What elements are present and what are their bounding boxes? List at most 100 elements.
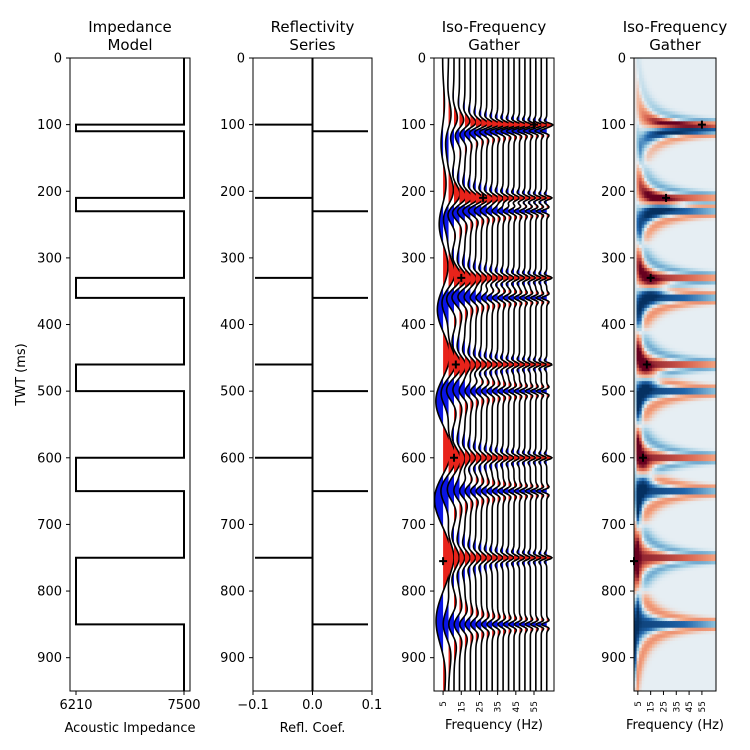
heatmap-cell: [662, 344, 666, 349]
heatmap-cell: [685, 621, 689, 625]
heatmap-cell: [690, 74, 694, 79]
heatmap-cell: [669, 531, 673, 535]
heatmap-cell: [644, 61, 648, 66]
heatmap-cell: [698, 267, 702, 272]
heatmap-cell: [646, 257, 650, 262]
heatmap-cell: [682, 271, 686, 276]
heatmap-cell: [680, 154, 684, 159]
heatmap-cell: [657, 104, 661, 109]
heatmap-cell: [659, 384, 663, 389]
heatmap-cell: [675, 267, 679, 272]
heatmap-cell: [669, 161, 673, 166]
heatmap-cell: [649, 501, 653, 505]
heatmap-cell: [685, 607, 689, 612]
heatmap-cell: [680, 217, 684, 222]
heatmap-cell: [651, 384, 655, 389]
heatmap-cell: [649, 504, 653, 509]
heatmap-cell: [680, 297, 684, 302]
heatmap-cell: [649, 67, 653, 72]
heatmap-cell: [657, 504, 661, 509]
heatmap-cell: [682, 184, 686, 189]
heatmap-cell: [664, 394, 668, 399]
heatmap-cell: [662, 521, 666, 525]
heatmap-cell: [662, 357, 666, 362]
heatmap-cell: [695, 107, 699, 112]
heatmap-cell: [644, 147, 648, 152]
heatmap-cell: [677, 477, 681, 482]
heatmap-cell: [659, 667, 663, 672]
heatmap-cell: [664, 58, 668, 62]
heatmap-cell: [669, 337, 673, 342]
heatmap-cell: [636, 604, 640, 609]
heatmap-cell: [664, 377, 668, 382]
heatmap-cell: [682, 584, 686, 589]
heatmap-cell: [634, 421, 638, 425]
heatmap-cell: [664, 277, 668, 282]
heatmap-cell: [654, 271, 658, 276]
heatmap-cell: [675, 617, 679, 622]
heatmap-cell: [687, 387, 691, 392]
peak-marker: [479, 193, 488, 202]
heatmap-cell: [646, 234, 650, 239]
heatmap-cell: [677, 547, 681, 552]
heatmap-cell: [698, 124, 702, 129]
heatmap-cell: [639, 464, 643, 469]
heatmap-cell: [649, 444, 653, 449]
heatmap-cell: [695, 411, 699, 415]
heatmap-cell: [649, 71, 653, 76]
heatmap-cell: [654, 321, 658, 326]
heatmap-cell: [667, 147, 671, 152]
heatmap-cell: [695, 591, 699, 595]
heatmap-cell: [641, 111, 645, 116]
heatmap-cell: [690, 504, 694, 509]
heatmap-cell: [639, 651, 643, 655]
heatmap-cell: [664, 404, 668, 409]
heatmap-cell: [644, 284, 648, 289]
heatmap-cell: [664, 604, 668, 609]
heatmap-cell: [672, 534, 676, 539]
heatmap-cell: [672, 121, 676, 126]
heatmap-cell: [657, 441, 661, 445]
heatmap-cell: [685, 217, 689, 222]
heatmap-cell: [672, 191, 676, 196]
heatmap-cell: [695, 644, 699, 649]
heatmap-cell: [641, 407, 645, 412]
heatmap-cell: [675, 94, 679, 99]
heatmap-cell: [672, 71, 676, 76]
heatmap-cell: [672, 384, 676, 389]
heatmap-cell: [654, 507, 658, 512]
heatmap-cell: [667, 447, 671, 452]
heatmap-cell: [685, 204, 689, 209]
heatmap-cell: [677, 521, 681, 525]
heatmap-cell: [685, 281, 689, 286]
heatmap-cell: [692, 214, 696, 219]
heatmap-cell: [636, 381, 640, 385]
heatmap-cell: [687, 111, 691, 116]
heatmap-cell: [659, 477, 663, 482]
heatmap-cell: [672, 407, 676, 412]
heatmap-cell: [654, 371, 658, 375]
heatmap-cell: [685, 344, 689, 349]
heatmap-cell: [639, 607, 643, 612]
heatmap-cell: [641, 581, 645, 585]
heatmap-cell: [649, 317, 653, 322]
heatmap-cell: [651, 184, 655, 189]
heatmap-cell: [657, 367, 661, 372]
heatmap-cell: [682, 167, 686, 172]
heatmap-cell: [667, 367, 671, 372]
heatmap-cell: [669, 331, 673, 336]
heatmap-cell: [675, 174, 679, 179]
wiggle-trace: [539, 58, 554, 691]
heatmap-cell: [641, 234, 645, 239]
heatmap-cell: [669, 121, 673, 126]
heatmap-cell: [649, 604, 653, 609]
heatmap-cell: [669, 574, 673, 579]
heatmap-cell: [634, 587, 638, 592]
heatmap-cell: [636, 644, 640, 649]
heatmap-cell: [659, 234, 663, 239]
heatmap-cell: [669, 561, 673, 565]
heatmap-cell: [680, 434, 684, 439]
heatmap-cell: [695, 247, 699, 252]
heatmap-cell: [646, 417, 650, 422]
heatmap-cell: [654, 287, 658, 292]
